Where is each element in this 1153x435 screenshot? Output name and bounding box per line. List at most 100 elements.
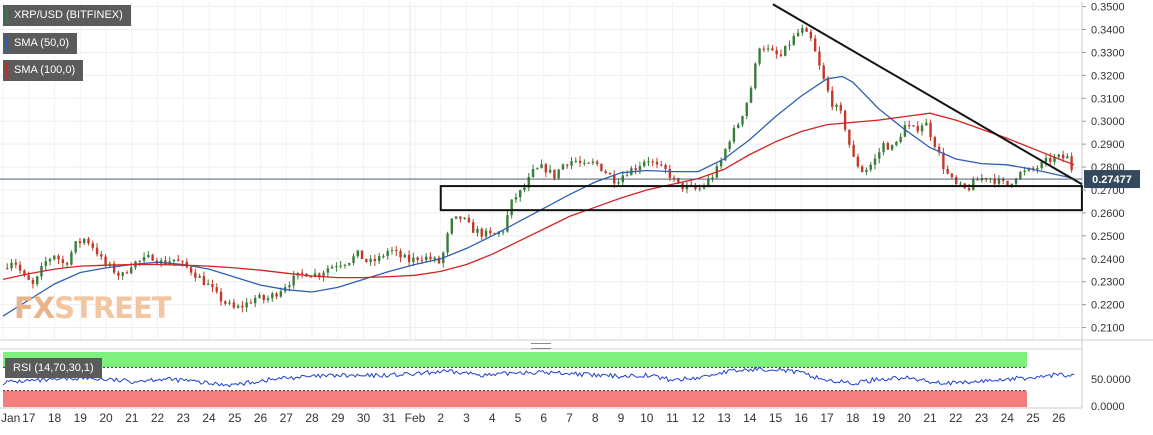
candle-body (878, 152, 881, 159)
candle-body (741, 115, 744, 125)
candle-body (501, 231, 505, 233)
x-tick-label: 30 (357, 411, 371, 425)
candle-body (215, 287, 218, 292)
candle-body (125, 272, 129, 274)
candle-body (6, 267, 9, 269)
x-tick-label: 24 (1001, 411, 1015, 425)
y-tick-label: 0.2400 (1091, 254, 1125, 266)
candle-body (677, 178, 680, 183)
candle-body (946, 168, 949, 174)
sma100-legend[interactable]: SMA (100,0) (3, 60, 84, 81)
candle-body (784, 45, 787, 56)
candle-body (724, 149, 727, 161)
candle-body (707, 179, 710, 186)
candle-body (604, 171, 607, 173)
candle-body (771, 48, 774, 51)
x-tick-label: 20 (99, 411, 113, 425)
x-axis: Jan 17 18 19 20 21 22 23 24 25 26 27 28 29 30 31 Feb 2 3 4 5… (1, 411, 1066, 425)
candle-body (407, 254, 411, 263)
y-tick-label: 0.2500 (1091, 231, 1125, 243)
candle-body (348, 262, 351, 265)
x-tick-label: 22 (151, 411, 165, 425)
x-tick-label: 19 (872, 411, 886, 425)
candle-body (895, 141, 898, 146)
candle-body (916, 126, 919, 132)
panel-resize-handle[interactable] (531, 343, 551, 349)
candle-body (53, 255, 56, 260)
candle-body (976, 179, 979, 181)
sma50-swatch (6, 35, 8, 52)
candle-body (925, 122, 928, 126)
candle-body (322, 272, 325, 277)
candle-body (1023, 170, 1026, 173)
candle-body (1049, 157, 1052, 162)
candle-body (608, 172, 612, 175)
candle-body (373, 258, 377, 262)
candle-body (668, 169, 672, 178)
candle-body (339, 265, 342, 267)
candle-body (177, 259, 180, 262)
candle-body (446, 233, 449, 253)
candle-body (275, 293, 278, 297)
x-tick-label: 13 (717, 411, 731, 425)
candle-body (271, 293, 274, 299)
candle-body (352, 256, 355, 263)
candle-body (587, 162, 590, 164)
candle-body (48, 259, 52, 262)
candle-body (1019, 172, 1022, 179)
last-price-tag (1084, 170, 1140, 189)
x-tick-label: 22 (949, 411, 963, 425)
y-tick-label: 0.3200 (1091, 70, 1125, 82)
candle-body (792, 35, 795, 45)
candle-body (241, 305, 244, 308)
x-tick-label: 21 (923, 411, 937, 425)
rsi-legend[interactable]: RSI (14,70,30,1) (5, 358, 102, 378)
candle-body (437, 257, 441, 264)
candle-body (1057, 154, 1061, 158)
sma50-legend[interactable]: SMA (50,0) (3, 33, 78, 54)
candle-body (228, 302, 231, 304)
candle-body (219, 291, 223, 302)
candle-body (382, 256, 385, 258)
candle-body (493, 233, 496, 235)
candle-body (651, 161, 654, 163)
candle-body (395, 250, 398, 252)
y-tick-label: 0.3300 (1091, 47, 1125, 59)
candle-body (202, 276, 206, 285)
candle-body (664, 165, 667, 170)
candle-body (335, 266, 338, 268)
x-tick-label: 26 (254, 411, 268, 425)
rsi-overbought-zone (3, 352, 1027, 368)
candle-body (856, 156, 860, 167)
watermark-fx: FX (14, 291, 55, 325)
candle-body (100, 254, 103, 257)
candle-body (886, 143, 890, 150)
x-tick-label: 23 (177, 411, 191, 425)
candle-body (330, 266, 334, 269)
candle-body (831, 90, 834, 107)
x-tick-label: 26 (1052, 411, 1066, 425)
x-tick-label: 18 (48, 411, 62, 425)
candle-body (416, 257, 419, 261)
candle-body (779, 54, 783, 56)
candle-body (967, 188, 971, 190)
candle-body (694, 185, 697, 189)
rsi-oversold-zone (3, 390, 1027, 407)
candle-body (249, 302, 253, 304)
candle-body (1002, 178, 1005, 181)
y-tick-label: 0.2600 (1091, 208, 1125, 220)
candle-body (245, 302, 248, 308)
candle-body (869, 164, 872, 170)
candle-body (476, 228, 479, 233)
candle-body (236, 305, 240, 308)
candle-body (130, 267, 133, 274)
candle-body (796, 32, 800, 36)
candle-body (1031, 168, 1035, 170)
candle-body (818, 51, 821, 66)
candle-body (253, 297, 257, 304)
candle-body (44, 261, 47, 266)
candle-body (578, 160, 582, 163)
symbol-legend[interactable]: XRP/USD (BITFINEX) (3, 5, 131, 26)
